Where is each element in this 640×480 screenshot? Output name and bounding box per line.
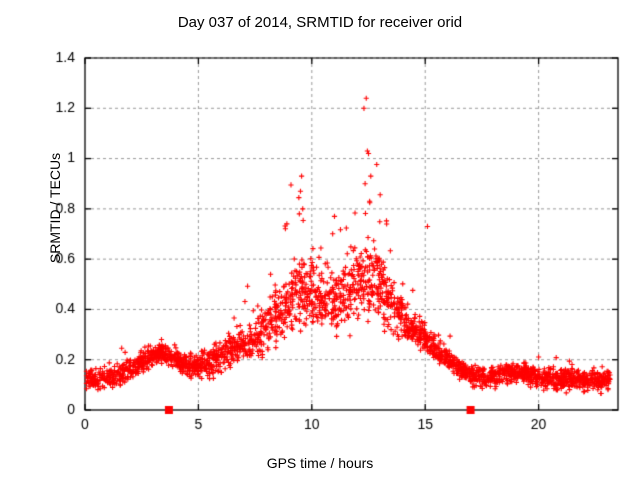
chart-container: Day 037 of 2014, SRMTID for receiver ori…: [0, 0, 640, 480]
scatter-plot-canvas[interactable]: [0, 0, 640, 480]
